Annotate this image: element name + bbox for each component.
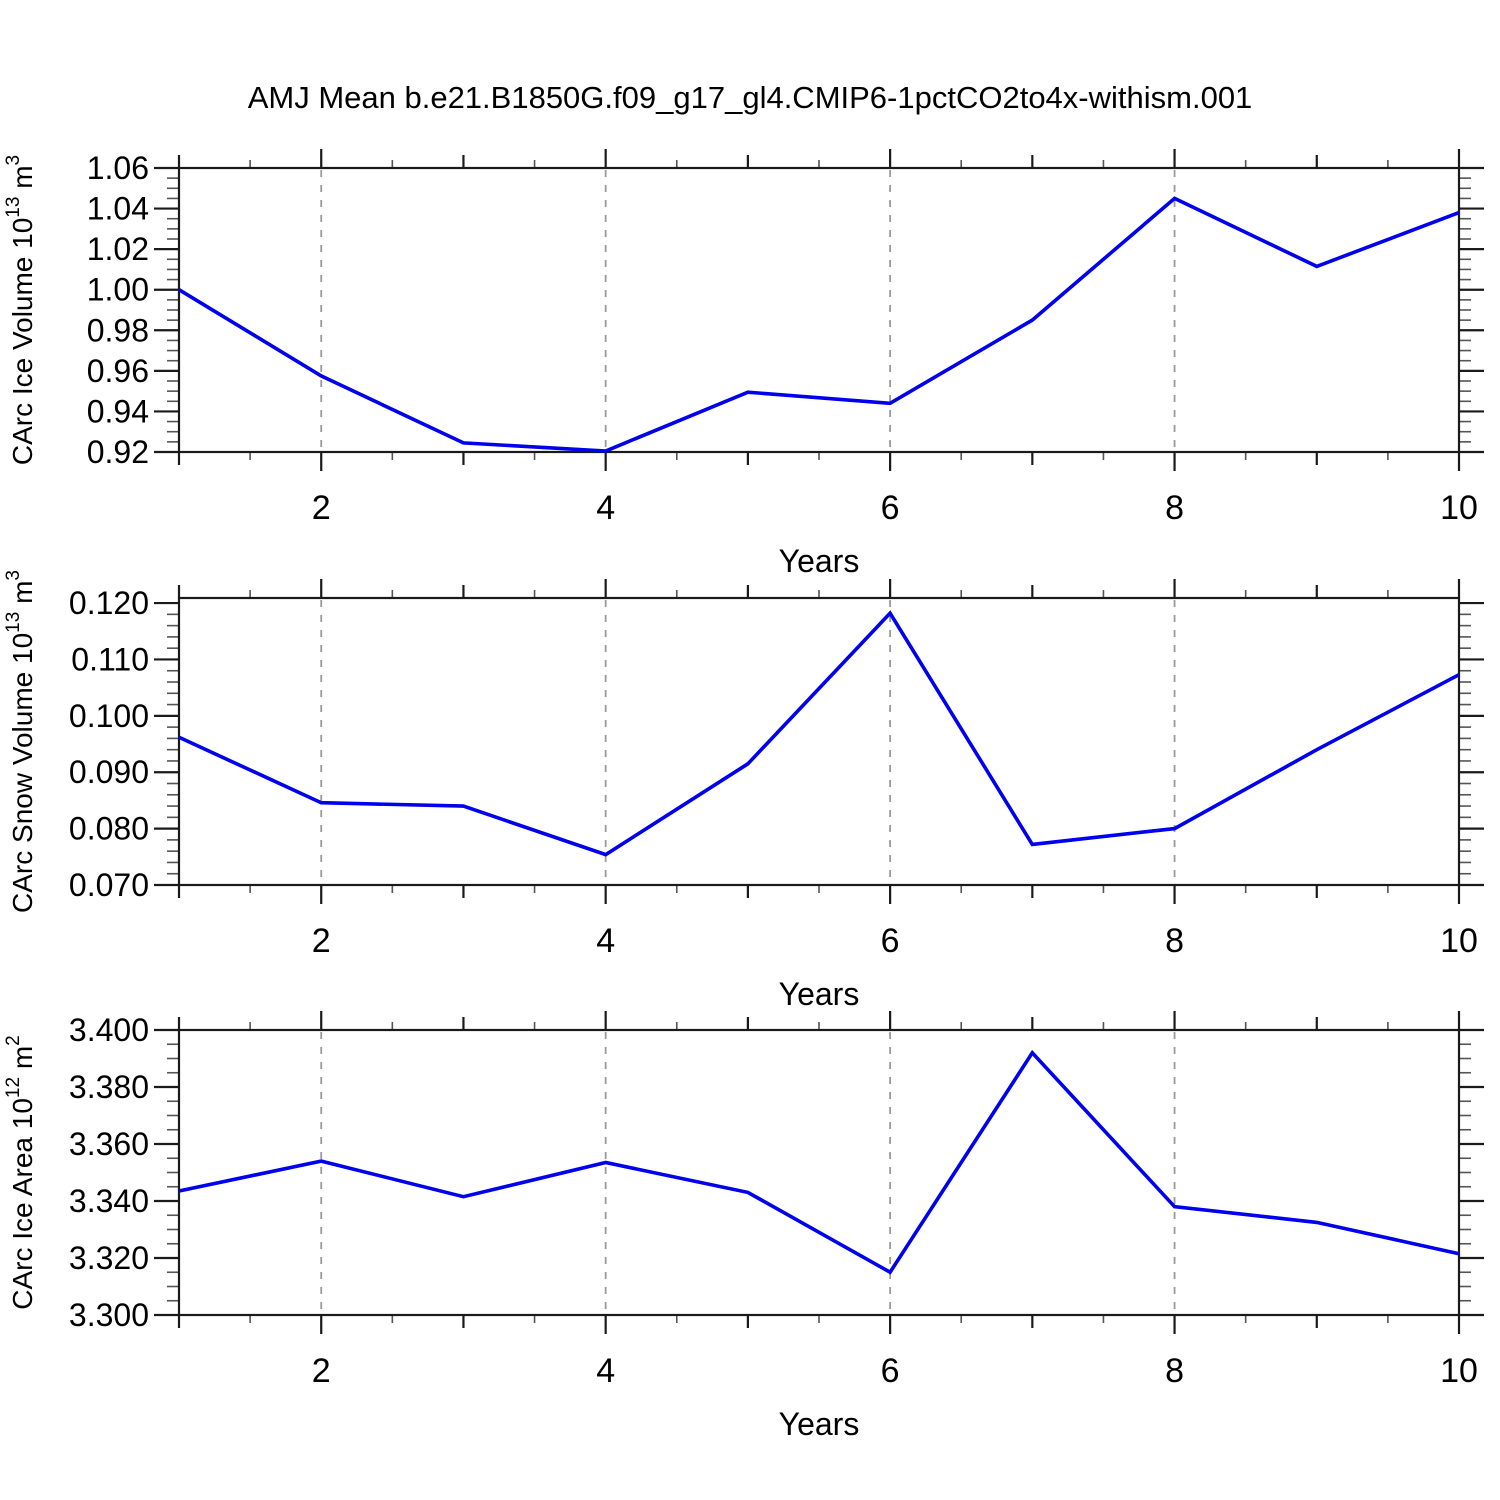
x-tick-label: 6: [881, 922, 900, 960]
y-tick-label: 0.100: [69, 698, 149, 734]
panel-2: 0.070 0.080 0.090 0.100 0.110 0.120 2 4 6 8 10 Year…: [3, 570, 1484, 1012]
y-tick-label: 1.06: [87, 150, 149, 186]
y-tick-label: 0.96: [87, 353, 149, 389]
y-tick-label: 1.02: [87, 231, 149, 267]
y-tick-label: 3.320: [69, 1240, 149, 1276]
panel-frame: [177, 1028, 1461, 1317]
y-tick-label: 0.98: [87, 312, 149, 348]
panel-frame: [177, 166, 1461, 454]
x-tick-label: 10: [1440, 922, 1478, 960]
panel-1: 0.92 0.94 0.96 0.98 1.00 1.02 1.04 1.06 2 4 6 8 10 Ye…: [3, 149, 1484, 579]
x-tick-label: 6: [881, 489, 900, 527]
x-tick-label: 10: [1440, 489, 1478, 527]
x-tick-label: 8: [1165, 489, 1184, 527]
x-tick-label: 2: [312, 922, 331, 960]
y-tick-label: 1.04: [87, 191, 149, 227]
y-tick-label: 0.070: [69, 867, 149, 903]
y-tick-label: 3.360: [69, 1126, 149, 1162]
y-tick-label: 0.94: [87, 393, 149, 429]
data-line: [178, 1049, 1460, 1275]
y-tick-label: 0.120: [69, 585, 149, 621]
data-line: [178, 196, 1460, 453]
panel-3: 3.300 3.320 3.340 3.360 3.380 3.400 2 4 6 8 10 Year…: [3, 1011, 1484, 1442]
y-tick-label: 3.380: [69, 1069, 149, 1105]
y-tick-label: 0.110: [71, 641, 149, 677]
y-axis-title: CArc Ice Volume 1013 m3: [3, 155, 38, 465]
x-tick-label: 10: [1440, 1352, 1478, 1390]
x-tick-label: 6: [881, 1352, 900, 1390]
x-tick-label: 8: [1165, 922, 1184, 960]
x-tick-label: 8: [1165, 1352, 1184, 1390]
y-tick-label: 1.00: [87, 272, 149, 308]
x-tick-label: 4: [596, 922, 615, 960]
panel-frame: [177, 596, 1461, 887]
y-tick-label: 0.92: [87, 434, 149, 470]
data-line: [178, 610, 1460, 857]
y-tick-label: 0.090: [69, 754, 149, 790]
figure-title: AMJ Mean b.e21.B1850G.f09_g17_gl4.CMIP6-…: [247, 80, 1253, 115]
x-tick-label: 2: [312, 1352, 331, 1390]
y-axis-title: CArc Snow Volume 1013 m3: [3, 570, 38, 913]
x-tick-label: 4: [596, 1352, 615, 1390]
x-axis-title: Years: [779, 1406, 860, 1442]
x-axis-title: Years: [779, 976, 860, 1012]
y-axis-title: CArc Ice Area 1012 m2: [3, 1035, 38, 1309]
x-axis-title: Years: [779, 543, 860, 579]
y-tick-label: 3.340: [69, 1183, 149, 1219]
y-tick-label: 3.400: [69, 1012, 149, 1048]
y-tick-label: 0.080: [69, 811, 149, 847]
y-tick-label: 3.300: [69, 1297, 149, 1333]
x-tick-label: 2: [312, 489, 331, 527]
x-tick-label: 4: [596, 489, 615, 527]
